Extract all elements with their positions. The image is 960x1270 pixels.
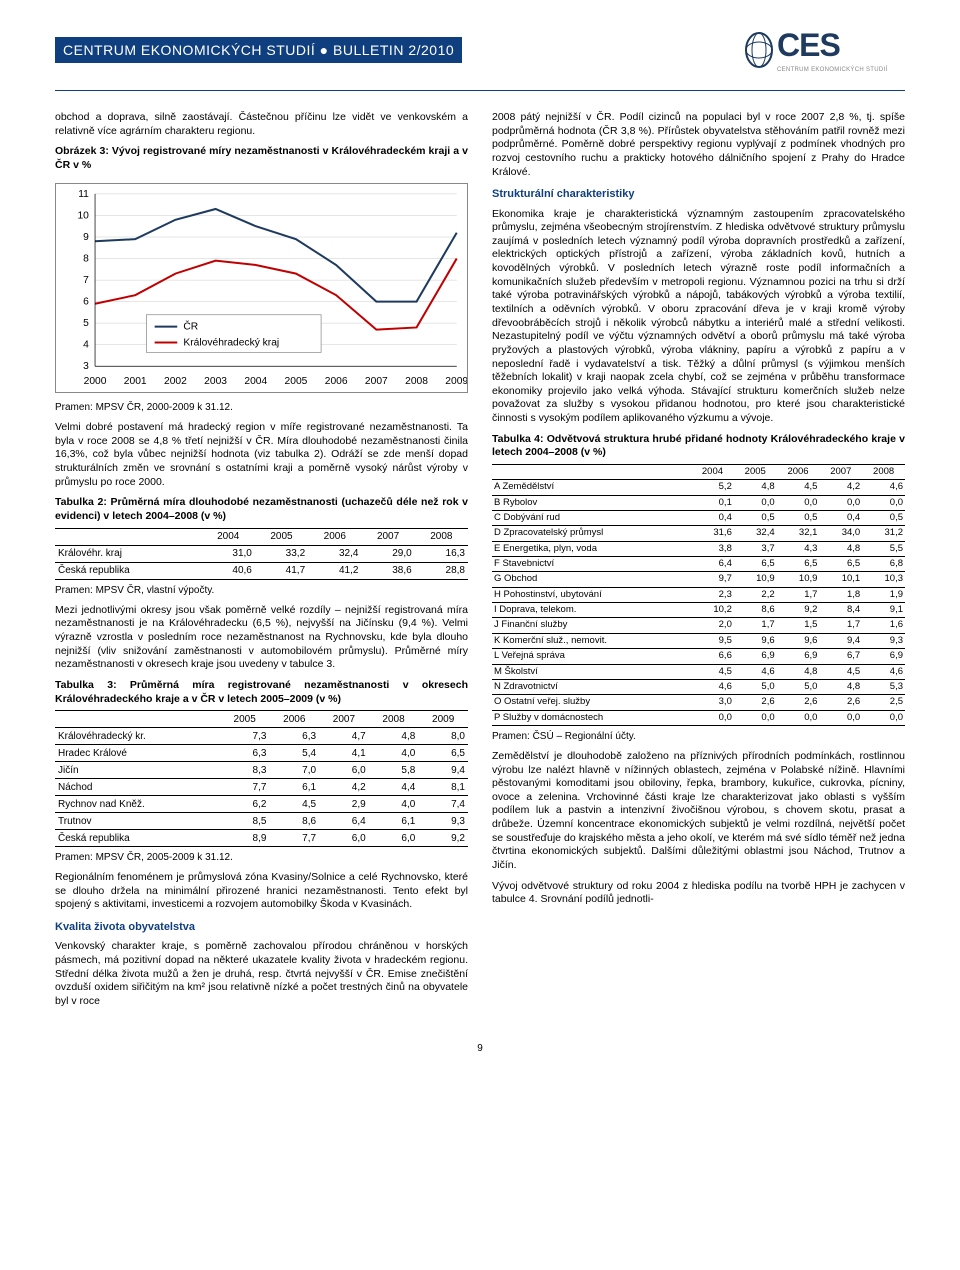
svg-text:2000: 2000 [84,376,107,387]
table-3: 20052006200720082009Královéhradecký kr.7… [55,710,468,847]
header-row: CENTRUM EKONOMICKÝCH STUDIÍ ● BULLETIN 2… [55,28,905,72]
column-left: obchod a doprava, silně zaostávají. Část… [55,111,468,1016]
svg-text:8: 8 [83,253,89,264]
svg-text:4: 4 [83,339,89,350]
svg-text:Královéhradecký kraj: Královéhradecký kraj [183,337,279,348]
right-subhead1: Strukturální charakteristiky [492,187,905,201]
right-p1: 2008 pátý nejnižší v ČR. Podíl cizinců n… [492,111,905,179]
svg-text:7: 7 [83,275,89,286]
left-p3: Mezi jednotlivými okresy jsou však poměr… [55,604,468,672]
svg-text:11: 11 [78,189,89,200]
right-p4: Vývoj odvětvové struktury od roku 2004 z… [492,880,905,907]
header-title: CENTRUM EKONOMICKÝCH STUDIÍ ● BULLETIN 2… [55,37,462,63]
left-p1: obchod a doprava, silně zaostávají. Část… [55,111,468,138]
chart-source: Pramen: MPSV ČR, 2000-2009 k 31.12. [55,401,468,414]
t3-source: Pramen: MPSV ČR, 2005-2009 k 31.12. [55,851,468,864]
svg-text:2006: 2006 [325,376,348,387]
unemployment-chart: 3 4 5 6 7 8 9 10 11 2000 2001 2002 2003 2004 2005 2006 2… [55,183,468,393]
t2-caption: Tabulka 2: Průměrná míra dlouhodobé neza… [55,496,468,523]
header-rule [55,90,905,91]
content-columns: obchod a doprava, silně zaostávají. Část… [55,111,905,1016]
table-2: 20042005200620072008Královéhr. kraj31,03… [55,528,468,580]
column-right: 2008 pátý nejnižší v ČR. Podíl cizinců n… [492,111,905,1016]
logo-icon [745,32,773,68]
right-p3: Zemědělství je dlouhodobě založeno na př… [492,750,905,873]
t3-caption: Tabulka 3: Průměrná míra registrované ne… [55,679,468,706]
svg-text:2004: 2004 [244,376,267,387]
svg-text:2009: 2009 [445,376,468,387]
svg-text:10: 10 [77,210,89,221]
svg-text:3: 3 [83,361,89,372]
left-p4: Regionálním fenoménem je průmyslová zóna… [55,871,468,912]
svg-text:2007: 2007 [365,376,388,387]
table-4: 20042005200620072008A Zemědělství5,24,84… [492,464,905,726]
svg-text:2005: 2005 [285,376,308,387]
left-p2: Velmi dobré postavení má hradecký region… [55,421,468,489]
svg-text:2003: 2003 [204,376,227,387]
page-number: 9 [55,1042,905,1055]
left-subhead: Kvalita života obyvatelstva [55,920,468,934]
logo-text: CES [777,25,887,67]
svg-text:2002: 2002 [164,376,187,387]
t4-caption: Tabulka 4: Odvětvová struktura hrubé při… [492,433,905,460]
svg-text:ČR: ČR [183,319,198,332]
logo: CES CENTRUM EKONOMICKÝCH STUDIÍ [745,28,905,72]
chart-caption: Obrázek 3: Vývoj registrované míry nezam… [55,145,468,172]
right-p2: Ekonomika kraje je charakteristická význ… [492,208,905,426]
logo-subtitle: CENTRUM EKONOMICKÝCH STUDIÍ [777,67,887,75]
svg-text:2008: 2008 [405,376,428,387]
left-p5: Venkovský charakter kraje, s poměrně zac… [55,940,468,1008]
t4-source: Pramen: ČSÚ – Regionální účty. [492,730,905,743]
svg-text:9: 9 [83,232,89,243]
svg-text:2001: 2001 [124,376,147,387]
page-container: CENTRUM EKONOMICKÝCH STUDIÍ ● BULLETIN 2… [0,0,960,1075]
svg-text:6: 6 [83,296,89,307]
t2-source: Pramen: MPSV ČR, vlastní výpočty. [55,584,468,597]
svg-text:5: 5 [83,318,89,329]
